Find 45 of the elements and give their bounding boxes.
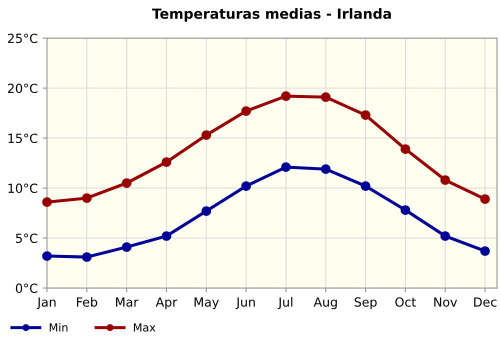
y-tick-label: 0°C <box>16 284 38 293</box>
x-tick-label: Mar <box>116 297 138 307</box>
point <box>440 231 450 241</box>
chart-title: Temperaturas medias - Irlanda <box>152 8 391 22</box>
y-tick-label: 25°C <box>8 34 38 44</box>
x-tick-label: Oct <box>395 297 416 307</box>
x-tick-label: Aug <box>314 297 337 310</box>
x-tick-label: Sep <box>354 297 377 310</box>
x-tick-label: May <box>194 297 219 310</box>
point <box>201 206 212 216</box>
x-tick-label: Jan <box>36 297 56 310</box>
y-tick-label: 15°C <box>8 134 38 144</box>
point <box>400 205 410 215</box>
point <box>360 110 370 120</box>
point <box>320 92 331 102</box>
point <box>162 157 172 167</box>
point <box>440 175 450 185</box>
x-tick-label: Jun <box>236 297 255 310</box>
point <box>320 164 331 174</box>
point <box>241 181 251 191</box>
y-tick-label: 20°C <box>8 84 38 94</box>
point <box>201 130 212 140</box>
point <box>400 144 410 154</box>
point <box>281 91 291 101</box>
point <box>122 178 132 188</box>
point <box>281 162 291 172</box>
point <box>42 197 52 207</box>
point <box>162 231 172 241</box>
point <box>480 246 490 256</box>
x-tick-label: Apr <box>156 297 178 310</box>
point <box>480 194 490 204</box>
point <box>122 242 132 252</box>
legend-label: Min <box>50 323 68 332</box>
x-tick-label: Feb <box>76 297 98 307</box>
point <box>82 193 92 203</box>
legend-label: Max <box>134 323 156 332</box>
point <box>42 251 52 261</box>
x-tick-label: Nov <box>434 297 458 307</box>
x-tick-label: Jul <box>278 297 292 310</box>
y-tick-label: 10°C <box>8 184 38 194</box>
point <box>360 181 370 191</box>
x-tick-label: Dec <box>474 297 496 307</box>
point <box>241 106 251 116</box>
point <box>82 252 92 262</box>
y-tick-label: 5°C <box>16 234 38 243</box>
